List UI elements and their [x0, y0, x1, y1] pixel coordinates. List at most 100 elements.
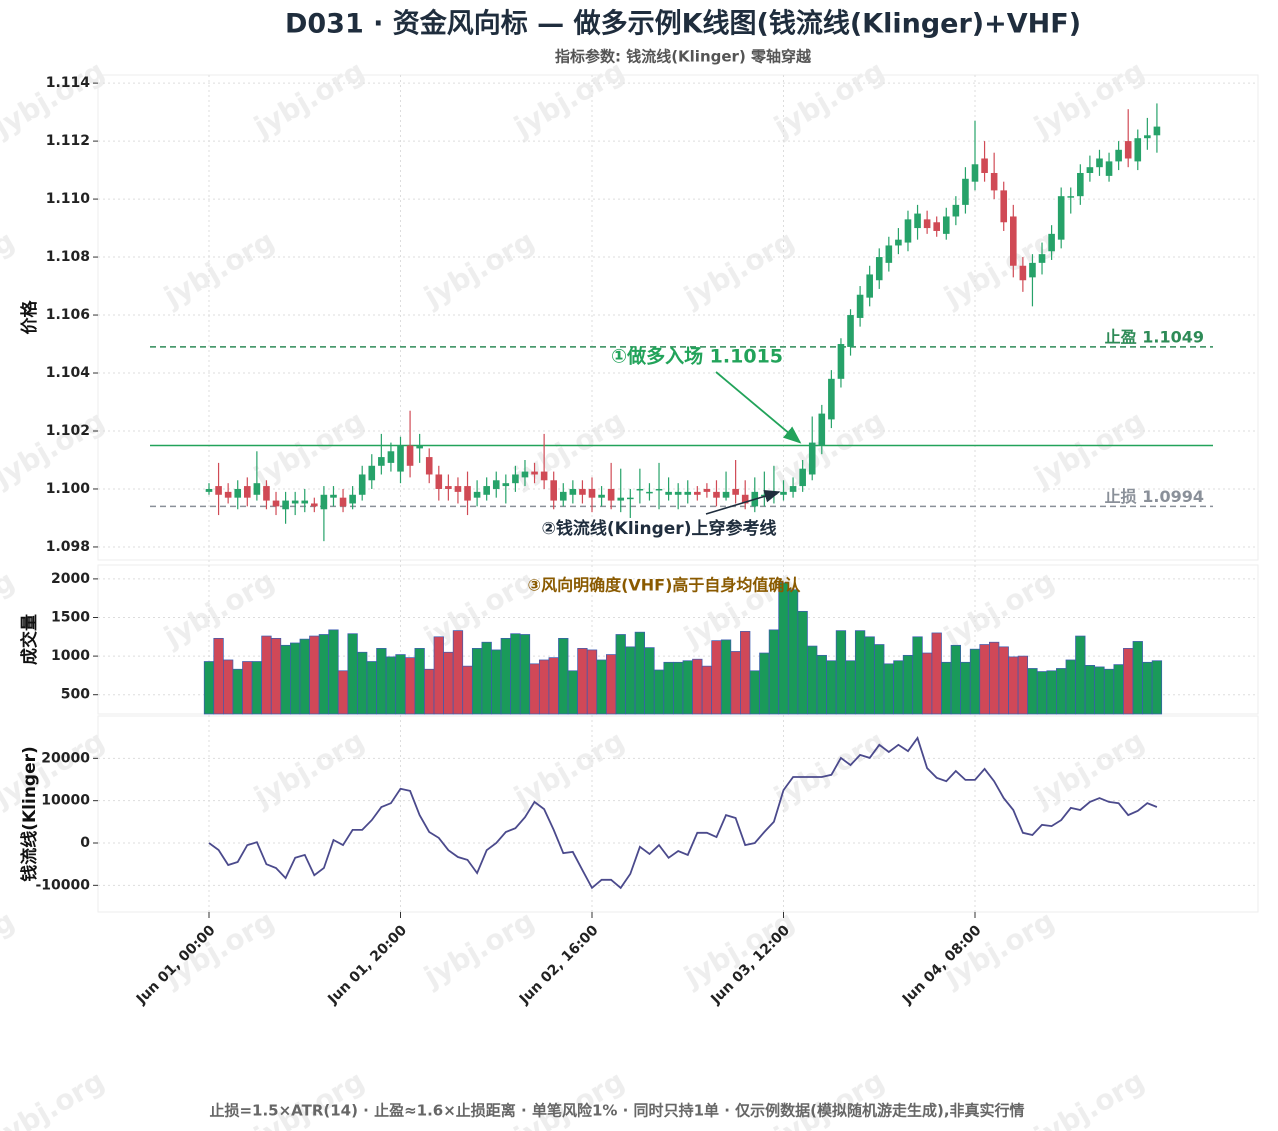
volume-bar [673, 661, 684, 715]
candle-body [320, 494, 328, 510]
watermark: jybj.org [0, 904, 20, 994]
volume-bar [538, 659, 550, 715]
watermark: jybj.org [0, 54, 110, 144]
candle-body [215, 486, 222, 495]
candle-body [291, 500, 299, 504]
watermark: jybj.org [768, 54, 890, 144]
klinger-line [208, 736, 1158, 890]
volume-bar [893, 660, 904, 715]
volume-bar [663, 661, 674, 715]
volume-bar [1151, 660, 1163, 715]
y-axis-label: 价格 [19, 300, 40, 335]
annotation: ③风向明确度(VHF)高于自身均值确认 [528, 576, 802, 595]
candle-body [617, 497, 625, 501]
volume-bar [883, 663, 894, 715]
candle-body [224, 491, 232, 498]
candle-body [1134, 138, 1142, 162]
watermark: jybj.org [768, 1064, 890, 1131]
volume-bar [778, 582, 789, 715]
volume-bar [471, 648, 483, 715]
volume-bar [606, 654, 617, 715]
volume-bar [787, 589, 799, 715]
candle-body [655, 488, 663, 491]
volume-bar [1142, 661, 1153, 715]
candle-body [837, 344, 845, 379]
candle-body [1144, 135, 1151, 139]
y-axis-label: 成交量 [19, 614, 40, 665]
candle-body [713, 491, 720, 498]
y-tick-label: 1000 [51, 648, 90, 664]
candle-body [263, 486, 270, 501]
candle-body [330, 494, 337, 498]
volume-bar [912, 636, 923, 715]
volume-bar [395, 654, 406, 715]
candle-body [914, 213, 921, 229]
panel [97, 715, 1259, 913]
candle-body [416, 445, 423, 449]
volume-bar [577, 648, 588, 715]
candle-body [406, 445, 414, 466]
volume-bar [711, 640, 722, 715]
volume-bar [969, 648, 981, 715]
candle-body [598, 494, 605, 498]
candle-body [272, 500, 280, 507]
candle-body [378, 457, 385, 466]
volume-bar [1056, 668, 1067, 715]
watermark: jybj.org [158, 904, 280, 994]
candle-body [923, 219, 931, 229]
candle-body [435, 474, 443, 489]
candle-body [895, 239, 902, 246]
candle-body [339, 497, 347, 507]
volume-bar [242, 661, 253, 715]
volume-bar [1094, 666, 1105, 715]
panel [97, 74, 1259, 561]
y-tick-label: 0 [80, 835, 90, 851]
watermark: jybj.org [248, 54, 370, 144]
volume-bar [500, 637, 511, 715]
volume-bar [998, 646, 1009, 715]
candle-body [550, 480, 557, 501]
title: D031 · 资金风向标 — 做多示例K线图(钱流线(Klinger)+VHF) [285, 8, 1081, 40]
candle-body [971, 164, 979, 182]
y-tick-label: 2000 [51, 571, 90, 587]
x-tick-label: Jun 01, 20:00 [324, 922, 410, 1008]
candle-body [722, 491, 730, 498]
entry-arrow [715, 371, 802, 444]
volume-bar [510, 633, 521, 715]
y-axis-label: 钱流线(Klinger) [19, 746, 40, 882]
volume-bar [797, 610, 808, 715]
volume-bar [519, 634, 531, 715]
watermark: jybj.org [0, 1064, 110, 1131]
candle-body [856, 294, 864, 318]
candle-body [789, 486, 797, 492]
candle-body [732, 488, 739, 495]
candle-body [579, 488, 586, 495]
candle-body [808, 442, 816, 475]
volume-bar [1103, 668, 1115, 715]
volume-bar [826, 660, 837, 715]
volume-bar [261, 635, 272, 715]
candle-body [627, 497, 634, 500]
candle-body [492, 480, 500, 489]
volume-bar [404, 657, 416, 715]
candle-body [311, 503, 318, 507]
candle-body [799, 468, 806, 487]
candle-body [301, 500, 309, 504]
volume-bar [357, 651, 368, 715]
candle-body [962, 178, 969, 205]
candle-body [531, 471, 538, 475]
volume-bar [1017, 655, 1029, 715]
volume-bar [950, 644, 961, 715]
volume-bar [1065, 659, 1076, 715]
volume-bar [720, 639, 732, 715]
candle-body [358, 474, 366, 495]
y-tick-label: 500 [61, 687, 90, 703]
volume-bar [1075, 635, 1086, 715]
volume-bar [251, 661, 263, 715]
candle-body [397, 445, 404, 472]
volume-bar [1132, 641, 1143, 715]
candle-body [1038, 254, 1046, 263]
volume-bar [625, 646, 636, 715]
volume-bar [634, 631, 646, 715]
candle-body [425, 457, 433, 475]
